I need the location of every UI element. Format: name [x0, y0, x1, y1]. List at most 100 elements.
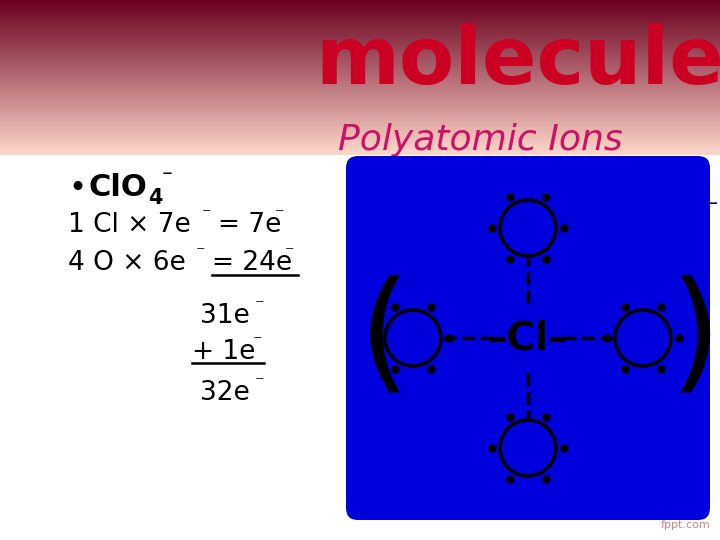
Bar — [0, 130, 720, 132]
Bar — [0, 50, 720, 52]
Bar — [0, 126, 720, 128]
Bar — [0, 145, 720, 147]
Bar — [0, 31, 720, 33]
Text: 32e: 32e — [200, 380, 250, 406]
Bar — [0, 8, 720, 10]
Text: –Cl–: –Cl– — [487, 319, 568, 357]
Bar — [0, 132, 720, 134]
Bar — [0, 40, 720, 43]
Bar — [0, 4, 720, 6]
Text: + 1e: + 1e — [192, 339, 256, 365]
Bar — [0, 111, 720, 112]
Bar — [0, 68, 720, 70]
Bar — [0, 46, 720, 49]
Bar — [0, 118, 720, 120]
Bar — [0, 19, 720, 21]
Bar — [0, 73, 720, 76]
Text: fppt.com: fppt.com — [660, 520, 710, 530]
Bar — [0, 93, 720, 95]
Bar — [0, 78, 720, 79]
Bar — [0, 45, 720, 46]
Bar — [0, 2, 720, 4]
Bar — [0, 70, 720, 72]
Bar — [0, 33, 720, 35]
Bar — [0, 60, 720, 62]
Bar — [0, 0, 720, 2]
Bar — [0, 64, 720, 66]
Bar — [0, 79, 720, 82]
Text: 4 O × 6e: 4 O × 6e — [68, 250, 186, 276]
Bar — [0, 149, 720, 151]
Bar — [0, 25, 720, 27]
Bar — [0, 56, 720, 58]
Text: 31e: 31e — [200, 303, 250, 329]
Bar — [0, 139, 720, 141]
Bar — [0, 141, 720, 144]
Bar — [0, 114, 720, 116]
Bar — [0, 37, 720, 39]
Text: ⁻: ⁻ — [162, 168, 173, 188]
Text: ⁻: ⁻ — [255, 374, 264, 392]
Bar — [0, 54, 720, 56]
Bar — [0, 91, 720, 93]
Text: = 7e: = 7e — [218, 212, 282, 238]
Bar — [0, 155, 720, 540]
Bar — [0, 124, 720, 126]
Text: 4: 4 — [148, 188, 163, 208]
Bar — [0, 87, 720, 89]
Text: •: • — [68, 173, 86, 202]
Bar — [0, 97, 720, 99]
Bar — [0, 122, 720, 124]
Bar — [0, 144, 720, 145]
Text: ⁻: ⁻ — [285, 244, 294, 262]
FancyBboxPatch shape — [346, 156, 710, 520]
Bar — [0, 120, 720, 122]
Bar — [0, 82, 720, 83]
Bar — [0, 85, 720, 87]
Bar — [0, 151, 720, 153]
Bar — [0, 134, 720, 136]
Bar — [0, 99, 720, 101]
Bar — [0, 83, 720, 85]
Bar — [0, 6, 720, 8]
Bar — [0, 16, 720, 17]
Text: molecule: molecule — [315, 23, 720, 101]
Bar — [0, 52, 720, 54]
Bar — [0, 147, 720, 149]
Bar — [0, 89, 720, 91]
Text: ⁻: ⁻ — [202, 206, 212, 224]
Text: ⁻: ⁻ — [253, 333, 263, 351]
Bar — [0, 116, 720, 118]
Text: ClO: ClO — [88, 173, 147, 202]
Bar — [0, 76, 720, 78]
Text: –: – — [706, 193, 718, 213]
Text: ): ) — [670, 274, 720, 402]
Text: Polyatomic Ions: Polyatomic Ions — [338, 123, 622, 157]
Bar — [0, 10, 720, 12]
Bar — [0, 14, 720, 16]
Bar — [0, 72, 720, 73]
Text: = 24e: = 24e — [212, 250, 292, 276]
Bar — [0, 138, 720, 139]
Text: (: ( — [359, 274, 410, 402]
Bar — [0, 95, 720, 97]
Bar — [0, 66, 720, 68]
Text: 1 Cl × 7e: 1 Cl × 7e — [68, 212, 191, 238]
Bar — [0, 12, 720, 14]
Bar — [0, 109, 720, 111]
Bar — [0, 21, 720, 23]
Bar — [0, 35, 720, 37]
Bar — [0, 58, 720, 60]
Bar — [0, 105, 720, 106]
Text: ⁻: ⁻ — [196, 244, 205, 262]
Bar — [0, 106, 720, 109]
Bar — [0, 136, 720, 138]
Bar — [0, 39, 720, 40]
Bar — [0, 101, 720, 103]
Bar — [0, 23, 720, 25]
Text: ⁻: ⁻ — [275, 206, 284, 224]
Bar — [0, 27, 720, 29]
Text: ⁻: ⁻ — [255, 297, 264, 315]
Bar — [0, 128, 720, 130]
Bar — [0, 49, 720, 50]
